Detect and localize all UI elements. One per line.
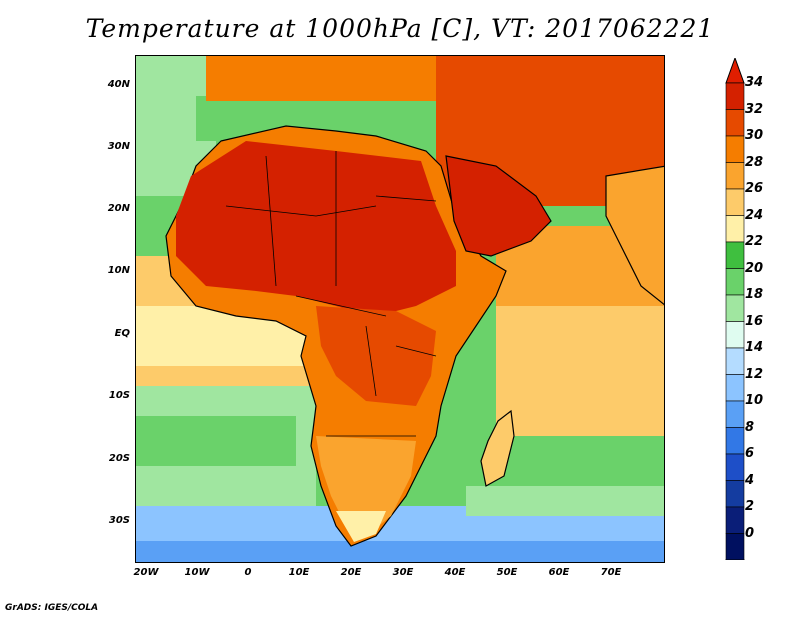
colorbar-swatch bbox=[725, 480, 745, 508]
colorbar-label: 18 bbox=[745, 287, 764, 302]
ocean-indian-southmid bbox=[466, 486, 664, 516]
colorbar-top-arrow bbox=[725, 58, 745, 84]
lat-tick-label: 40N bbox=[107, 79, 130, 90]
colorbar-swatch bbox=[725, 533, 745, 560]
colorbar-swatch bbox=[725, 400, 745, 428]
ocean-far-south bbox=[136, 541, 664, 562]
colorbar-swatch bbox=[725, 453, 745, 481]
central-africa-warm bbox=[316, 306, 436, 406]
arabia-land bbox=[445, 155, 552, 257]
lon-tick-label: 70E bbox=[600, 567, 622, 578]
colorbar-label: 28 bbox=[745, 154, 764, 170]
colorbar-swatch bbox=[725, 321, 745, 349]
colorbar-label: 16 bbox=[745, 313, 764, 329]
colorbar-label: 30 bbox=[745, 128, 764, 143]
india-land bbox=[605, 165, 664, 306]
lon-tick-label: 20E bbox=[340, 567, 362, 578]
lat-tick-label: 20S bbox=[108, 453, 130, 464]
colorbar-label: 26 bbox=[745, 181, 764, 196]
colorbar-label: 8 bbox=[745, 419, 755, 435]
colorbar-swatch bbox=[725, 241, 745, 269]
colorbar-swatch bbox=[725, 135, 745, 163]
colorbar-label: 0 bbox=[745, 525, 755, 541]
temperature-map bbox=[135, 55, 665, 563]
colorbar-swatch bbox=[725, 215, 745, 243]
map-svg bbox=[136, 56, 664, 562]
colorbar-label: 14 bbox=[745, 340, 764, 355]
colorbar-label: 4 bbox=[745, 472, 755, 488]
colorbar-label: 34 bbox=[745, 75, 764, 90]
grads-credit: GrADS: IGES/COLA bbox=[5, 603, 99, 613]
colorbar-label: 10 bbox=[745, 393, 764, 408]
country-borders bbox=[225, 151, 437, 437]
lon-tick-label: 30E bbox=[392, 567, 414, 578]
lon-tick-label: 50E bbox=[496, 567, 518, 578]
lat-tick-label: 10N bbox=[107, 265, 130, 276]
colorbar-swatch bbox=[725, 374, 745, 402]
colorbar-swatch bbox=[725, 427, 745, 455]
map-title: Temperature at 1000hPa [C], VT: 20170622… bbox=[85, 14, 715, 43]
lon-tick-label: 10W bbox=[184, 567, 210, 578]
madagascar-land bbox=[480, 409, 515, 487]
colorbar-swatch bbox=[725, 506, 745, 534]
lon-tick-label: 0 bbox=[244, 567, 252, 578]
south-coast-cool bbox=[336, 511, 386, 542]
lat-tick-label: EQ bbox=[114, 328, 130, 339]
lon-tick-label: 40E bbox=[444, 567, 466, 578]
colorbar-swatch bbox=[725, 109, 745, 137]
lon-tick-label: 20W bbox=[133, 567, 159, 578]
colorbar-label: 24 bbox=[745, 207, 764, 223]
lon-tick-label: 10E bbox=[288, 567, 310, 578]
colorbar-swatch bbox=[725, 162, 745, 190]
ocean-south-atlantic-mid bbox=[136, 416, 296, 466]
lon-tick-label: 60E bbox=[548, 567, 570, 578]
colorbar-label: 22 bbox=[745, 234, 764, 249]
colorbar-swatch bbox=[725, 82, 745, 110]
lat-tick-label: 30S bbox=[108, 515, 130, 526]
colorbar-swatch bbox=[725, 347, 745, 375]
lat-tick-label: 10S bbox=[108, 390, 130, 401]
colorbar-label: 12 bbox=[745, 366, 764, 382]
colorbar bbox=[725, 58, 745, 560]
sahara-hot-region bbox=[176, 141, 456, 316]
colorbar-label: 6 bbox=[745, 446, 755, 461]
lat-tick-label: 30N bbox=[107, 141, 130, 152]
colorbar-label: 2 bbox=[745, 499, 755, 514]
colorbar-swatch bbox=[725, 188, 745, 216]
europe-land bbox=[206, 56, 456, 101]
colorbar-swatch bbox=[725, 294, 745, 322]
colorbar-swatch bbox=[725, 268, 745, 296]
lat-tick-label: 20N bbox=[107, 203, 130, 214]
colorbar-label: 32 bbox=[745, 101, 764, 117]
colorbar-label: 20 bbox=[745, 260, 764, 276]
